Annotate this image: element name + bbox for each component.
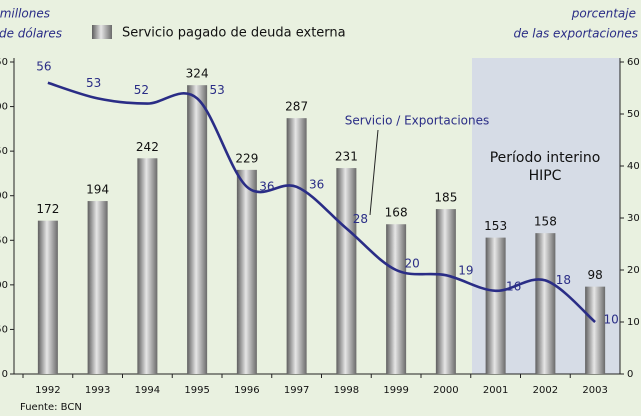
line-label: 28 (353, 212, 368, 226)
bar (386, 224, 407, 374)
y2-tick-label: 40 (627, 161, 640, 172)
y-tick-label: 200 (0, 191, 8, 202)
bar-label: 194 (86, 183, 109, 197)
y2-tick-label: 10 (627, 317, 640, 328)
bar (286, 118, 307, 374)
x-tick-label: 1994 (135, 385, 160, 396)
y2-tick-label: 30 (627, 213, 640, 224)
y-tick-label: 100 (0, 280, 8, 291)
y2-tick-label: 20 (627, 265, 640, 276)
bar (236, 169, 257, 374)
y-tick-label: 350 (0, 57, 8, 68)
line-label: 16 (506, 279, 521, 293)
line-label: 53 (86, 76, 101, 90)
bar (336, 168, 357, 374)
line (47, 81, 596, 323)
y-tick-label: 50 (0, 324, 8, 335)
y-tick-label: 250 (0, 146, 8, 157)
source: Fuente: BCN (20, 402, 82, 413)
x-tick-label: 1996 (234, 385, 259, 396)
series-label: Servicio / Exportaciones (345, 114, 489, 128)
bar (585, 286, 606, 374)
bar-label: 242 (136, 140, 159, 154)
bar (485, 237, 506, 374)
line-label: 20 (404, 257, 419, 271)
y-tick-label: 300 (0, 102, 8, 113)
line-label: 53 (209, 83, 224, 97)
legend-swatch (92, 25, 112, 39)
x-tick-label: 1999 (383, 385, 408, 396)
legend-label: Servicio pagado de deuda externa (122, 26, 346, 41)
bar (87, 201, 108, 374)
bar-label: 153 (484, 219, 507, 233)
bar (187, 85, 208, 375)
bar-label: 168 (385, 206, 408, 220)
annotation: Período interino (490, 150, 601, 166)
line-label: 36 (309, 177, 324, 191)
bar-label: 287 (285, 100, 308, 114)
bar-label: 98 (587, 268, 602, 282)
y-tick-label: 0 (2, 369, 8, 380)
y2-tick-label: 50 (627, 109, 640, 120)
bar-label: 231 (335, 150, 358, 164)
y-axis-label: de dólares (0, 27, 62, 41)
bar-label: 158 (534, 215, 557, 229)
bar-label: 229 (235, 151, 258, 165)
y2-axis-label: porcentaje (571, 7, 636, 21)
bar (37, 220, 58, 374)
line-label: 56 (36, 59, 51, 73)
x-tick-label: 2003 (582, 385, 607, 396)
x-tick-label: 1995 (184, 385, 209, 396)
line-label: 36 (259, 179, 274, 193)
y-tick-label: 150 (0, 235, 8, 246)
x-tick-label: 1993 (85, 385, 110, 396)
x-tick-label: 2001 (483, 385, 508, 396)
annotation: HIPC (529, 168, 562, 184)
y2-axis-label: de las exportaciones (513, 27, 638, 41)
line-label: 19 (458, 264, 473, 278)
bar-label: 172 (36, 202, 59, 216)
pointer (369, 129, 379, 216)
bar-label: 185 (434, 191, 457, 205)
line-label: 18 (556, 273, 571, 287)
bar (435, 209, 456, 374)
x-tick-label: 2000 (433, 385, 458, 396)
x-tick-label: 1998 (334, 385, 359, 396)
bar (535, 233, 556, 374)
line-label: 52 (134, 83, 149, 97)
bar-label: 324 (186, 67, 209, 81)
x-tick-label: 1992 (35, 385, 60, 396)
x-tick-label: 2002 (533, 385, 558, 396)
x-tick-label: 1997 (284, 385, 309, 396)
y-axis-label: millones (0, 7, 50, 21)
bar (137, 158, 158, 374)
line-label: 10 (603, 313, 618, 327)
y2-tick-label: 60 (627, 57, 640, 68)
y2-tick-label: 0 (627, 369, 633, 380)
